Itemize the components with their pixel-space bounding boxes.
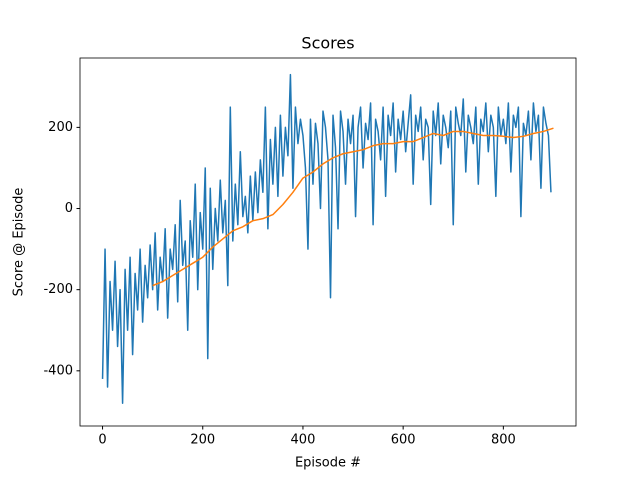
y-tick-label: -400 <box>43 363 73 378</box>
y-tick-label: 200 <box>48 120 73 135</box>
y-tick-label: -200 <box>43 282 73 297</box>
x-axis-label: Episode # <box>295 456 361 471</box>
x-tick-label: 0 <box>98 433 106 448</box>
series-line <box>152 127 554 287</box>
x-tick-label: 200 <box>190 433 215 448</box>
x-tick-label: 600 <box>391 433 416 448</box>
x-tick-label: 400 <box>291 433 316 448</box>
x-tick-label: 800 <box>491 433 516 448</box>
chart-title: Scores <box>301 34 354 53</box>
y-tick-label: 0 <box>65 201 73 216</box>
series-line <box>101 73 552 405</box>
y-axis-label: Score @ Episode <box>12 188 27 297</box>
plot-frame <box>79 57 577 427</box>
